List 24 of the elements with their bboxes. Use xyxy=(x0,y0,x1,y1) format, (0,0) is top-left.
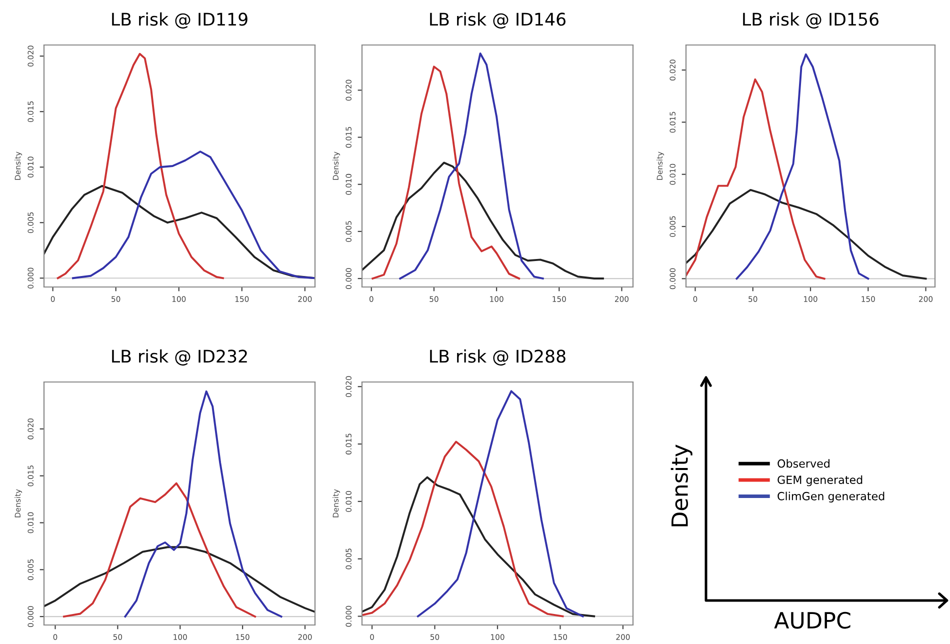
line-series xyxy=(362,440,564,618)
line-series xyxy=(736,53,870,280)
chart-title: LB risk @ ID119 xyxy=(112,12,248,29)
line-series xyxy=(56,52,224,280)
chart-title: LB risk @ ID288 xyxy=(430,349,566,366)
line-series xyxy=(362,476,596,618)
legend-label: Observed xyxy=(778,459,830,468)
legend-label: ClimGen generated xyxy=(778,492,884,502)
line-series xyxy=(362,162,604,280)
text: Density xyxy=(670,444,692,526)
line-series xyxy=(63,482,256,618)
chart-title: LB risk @ ID232 xyxy=(112,349,247,366)
line-series xyxy=(44,546,315,613)
line-series xyxy=(416,390,584,618)
line-series xyxy=(399,52,544,280)
line-series xyxy=(372,66,520,280)
line-series xyxy=(124,390,282,618)
legend-label: GEM generated xyxy=(778,475,862,486)
line-series xyxy=(686,78,826,280)
text: AUDPC xyxy=(774,612,850,629)
line-series xyxy=(72,150,315,280)
chart-title: LB risk @ ID156 xyxy=(743,12,878,29)
line-series xyxy=(686,189,927,280)
chart-title: LB risk @ ID146 xyxy=(430,12,566,29)
